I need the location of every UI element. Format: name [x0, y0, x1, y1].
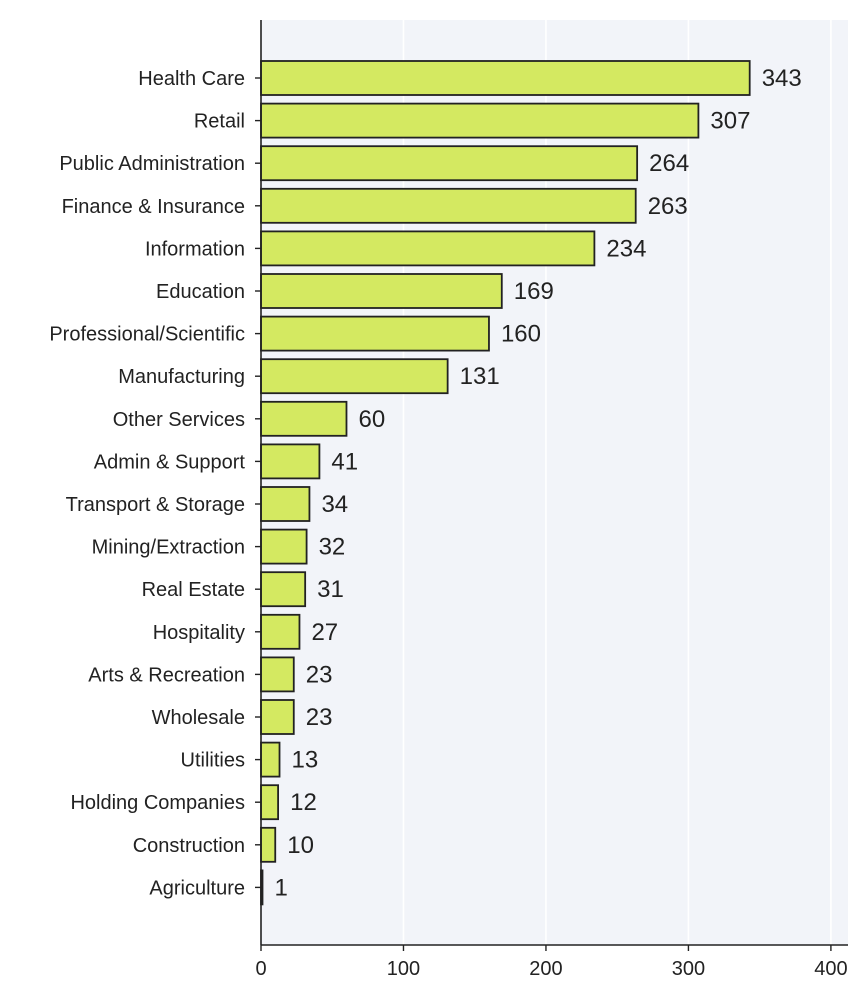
bar-10 [260, 486, 311, 522]
category-label-5: Education [156, 281, 245, 303]
x-tick-label-400: 400 [814, 958, 847, 980]
category-label-19: Agriculture [149, 877, 245, 899]
category-label-6: Professional/Scientific [49, 324, 245, 346]
value-label-6: 160 [501, 321, 541, 348]
value-label-0: 343 [762, 65, 802, 92]
bar-11 [260, 528, 308, 565]
category-label-3: Finance & Insurance [62, 196, 245, 218]
value-label-17: 12 [290, 789, 317, 816]
value-label-15: 23 [306, 704, 333, 731]
category-label-0: Health Care [138, 68, 245, 90]
category-label-10: Transport & Storage [66, 494, 245, 516]
category-label-4: Information [145, 238, 245, 260]
value-label-1: 307 [710, 108, 750, 135]
bar-9 [260, 443, 321, 480]
value-label-19: 1 [275, 874, 288, 901]
value-label-10: 34 [321, 491, 348, 518]
category-label-14: Arts & Recreation [88, 664, 245, 686]
category-label-9: Admin & Support [94, 451, 246, 473]
category-label-13: Hospitality [153, 622, 245, 644]
category-label-15: Wholesale [152, 707, 245, 729]
category-labels: Health Care Retail Public Administration Fi… [49, 68, 261, 899]
bar-0 [260, 60, 751, 96]
category-label-8: Other Services [113, 409, 245, 431]
value-labels: 3433072642632341691601316041343231272323… [275, 65, 802, 901]
bar-18 [260, 826, 277, 863]
value-label-18: 10 [287, 832, 314, 859]
axes [260, 20, 848, 946]
category-label-7: Manufacturing [118, 366, 245, 388]
category-label-2: Public Administration [59, 153, 245, 175]
value-label-4: 234 [606, 235, 646, 262]
bar-5 [260, 273, 503, 309]
bar-3 [260, 187, 637, 224]
value-label-3: 263 [648, 193, 688, 220]
value-label-14: 23 [306, 661, 333, 688]
category-label-1: Retail [194, 111, 245, 133]
x-tick-label-0: 0 [255, 958, 266, 980]
x-tick-label-100: 100 [387, 958, 420, 980]
bars [260, 60, 751, 906]
category-label-18: Construction [133, 835, 245, 857]
bar-2 [260, 145, 639, 182]
bar-6 [260, 315, 490, 352]
bar-7 [260, 358, 449, 395]
x-tick-label-200: 200 [529, 958, 562, 980]
value-label-5: 169 [514, 278, 554, 305]
value-label-2: 264 [649, 150, 689, 177]
value-label-12: 31 [317, 576, 344, 603]
category-label-17: Holding Companies [70, 792, 245, 814]
bar-4 [260, 230, 596, 267]
category-label-12: Real Estate [142, 579, 245, 601]
x-axis-ticks: 0 100 200 300 400 [255, 945, 848, 980]
category-label-11: Mining/Extraction [92, 537, 245, 559]
value-label-7: 131 [460, 363, 500, 390]
bar-15 [260, 699, 295, 735]
bar-13 [260, 613, 301, 650]
bar-8 [260, 400, 348, 437]
value-label-8: 60 [358, 406, 385, 433]
bar-16 [260, 741, 281, 778]
x-tick-label-300: 300 [672, 958, 705, 980]
value-label-13: 27 [311, 619, 338, 646]
bar-17 [260, 784, 279, 821]
bar-14 [260, 656, 295, 693]
value-label-9: 41 [331, 448, 358, 475]
value-label-11: 32 [319, 534, 346, 561]
value-label-16: 13 [292, 747, 319, 774]
category-label-16: Utilities [181, 750, 245, 772]
bar-12 [260, 571, 307, 608]
bar-1 [260, 102, 700, 139]
